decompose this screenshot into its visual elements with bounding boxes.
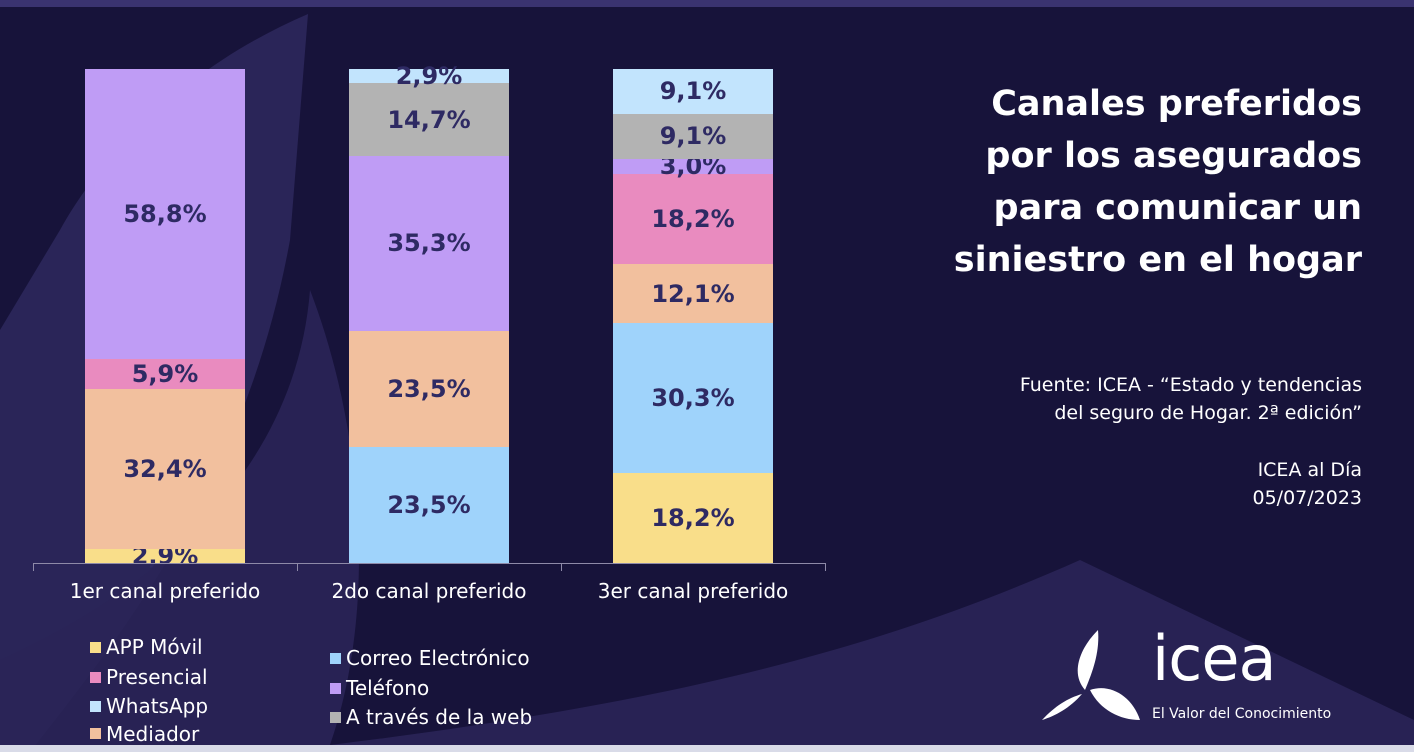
bar-segment: 2,9% [349, 62, 509, 90]
data-label: 32,4% [123, 454, 207, 483]
data-label: 23,5% [387, 374, 471, 403]
title-line: para comunicar un [993, 188, 1362, 228]
bar-segment: 35,3% [349, 156, 509, 331]
x-tick-label: 2do canal preferido [331, 579, 527, 603]
legend-item: WhatsApp [90, 692, 208, 722]
data-label: 30,3% [651, 384, 735, 413]
title-line: Canales preferidos [991, 84, 1362, 124]
bar-segment: 23,5% [349, 446, 509, 563]
bar-segment: 18,2% [613, 473, 773, 563]
x-tick-label: 3er canal preferido [597, 579, 789, 603]
data-label: 12,1% [651, 279, 735, 308]
legend-item: Correo Electrónico [330, 644, 532, 674]
legend-label: Teléfono [346, 675, 430, 700]
source-line: Fuente: ICEA - “Estado y tendencias [1019, 374, 1362, 396]
data-label: 14,7% [387, 105, 471, 134]
legend-item: A través de la web [330, 703, 532, 733]
x-axis-line [33, 563, 826, 564]
publication-info: ICEA al Día 05/07/2023 [1062, 456, 1362, 512]
x-axis-tick [297, 563, 298, 571]
bottom-border [0, 745, 1414, 752]
legend-swatch [90, 701, 101, 713]
bar-segment: 5,9% [85, 359, 245, 389]
logo-word: icea [1152, 622, 1276, 695]
legend-label: Presencial [106, 664, 208, 689]
data-label: 2,9% [395, 62, 463, 91]
x-axis-tick [561, 563, 562, 571]
chart-title: Canales preferidos por los asegurados pa… [882, 78, 1362, 286]
bar-segment: 2,9% [85, 542, 245, 570]
publication-date: 05/07/2023 [1252, 487, 1362, 509]
bar-segment: 9,1% [613, 69, 773, 114]
bar-stack: 18,2% 30,3% 12,1% 18,2% 3,0% 9,1% 9,1% [613, 69, 773, 563]
bar-segment: 3,0% [613, 152, 773, 180]
legend-right: Correo Electrónico Teléfono A través de … [330, 644, 532, 733]
legend-label: A través de la web [346, 705, 533, 729]
x-axis-tick [825, 563, 826, 571]
bar-stack: 2,9% 32,4% 5,9% 58,8% [85, 69, 245, 570]
data-label: 9,1% [659, 122, 727, 151]
data-label: 23,5% [387, 490, 471, 519]
source-note: Fuente: ICEA - “Estado y tendencias del … [922, 371, 1362, 427]
legend-swatch [330, 682, 341, 694]
title-line: por los asegurados [985, 136, 1362, 176]
data-label: 5,9% [131, 360, 199, 389]
legend-label: Correo Electrónico [346, 646, 530, 670]
data-label: 58,8% [123, 200, 207, 229]
legend-swatch [90, 671, 101, 683]
bar-segment: 9,1% [613, 113, 773, 159]
publication-name: ICEA al Día [1257, 459, 1362, 481]
legend-swatch [90, 728, 101, 739]
bar-segment: 12,1% [613, 263, 773, 324]
legend-item: APP Móvil [90, 633, 208, 663]
legend-label: Mediador [106, 721, 200, 746]
data-label: 35,3% [387, 229, 471, 258]
data-label: 9,1% [659, 77, 727, 106]
legend-swatch [90, 642, 101, 654]
x-tick-label: 1er canal preferido [69, 579, 261, 603]
bar-segment: 32,4% [85, 388, 245, 549]
legend-item: Teléfono [330, 674, 532, 704]
legend-swatch [330, 653, 341, 665]
bar-segment: 14,7% [349, 83, 509, 157]
bar-segment: 58,8% [85, 69, 245, 360]
data-label: 18,2% [651, 204, 735, 233]
title-line: siniestro en el hogar [953, 240, 1362, 280]
bar-segment: 23,5% [349, 330, 509, 447]
top-border [0, 0, 1414, 7]
data-label: 18,2% [651, 504, 735, 533]
legend-item: Mediador [90, 722, 208, 746]
icea-logo: icea El Valor del Conocimiento [1040, 622, 1370, 728]
bar-segment: 30,3% [613, 323, 773, 474]
source-line: del seguro de Hogar. 2ª edición” [1054, 402, 1362, 424]
logo-tagline: El Valor del Conocimiento [1152, 706, 1332, 722]
legend-label: APP Móvil [106, 635, 203, 659]
legend-left: APP Móvil Presencial WhatsApp Mediador [90, 633, 208, 746]
bar-stack: 23,5% 23,5% 35,3% 14,7% 2,9% [349, 62, 509, 563]
legend-swatch [330, 712, 341, 724]
legend-item: Presencial [90, 663, 208, 693]
bar-segment: 18,2% [613, 173, 773, 264]
icea-leaf-icon [1042, 630, 1140, 720]
x-axis-tick [33, 563, 34, 571]
legend-label: WhatsApp [106, 694, 209, 718]
